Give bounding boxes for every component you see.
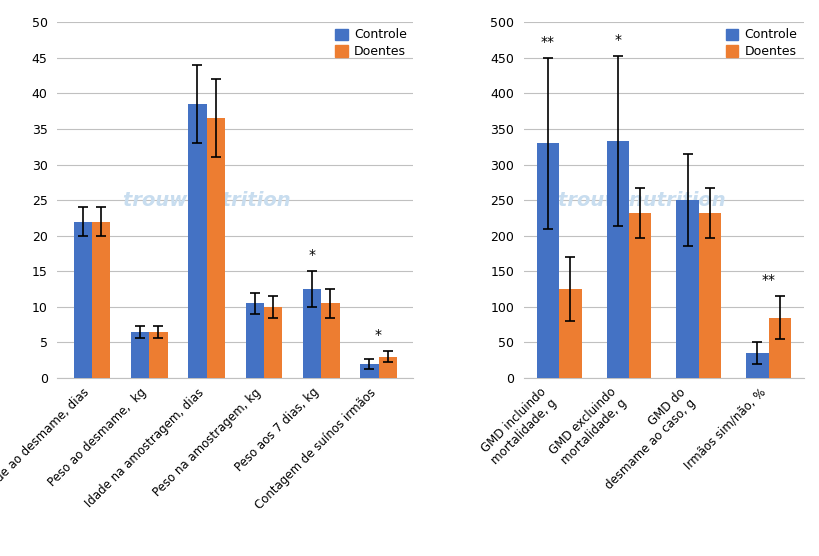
Bar xyxy=(606,141,628,378)
Bar xyxy=(536,143,559,378)
Text: *: * xyxy=(374,328,382,342)
Text: *: * xyxy=(308,249,315,262)
Bar xyxy=(302,289,321,378)
Legend: Controle, Doentes: Controle, Doentes xyxy=(725,28,796,58)
Text: *: * xyxy=(613,33,621,47)
Bar xyxy=(245,304,264,378)
Bar xyxy=(188,104,206,378)
Bar xyxy=(767,317,790,378)
Bar xyxy=(698,213,720,378)
Bar xyxy=(264,307,282,378)
Text: **: ** xyxy=(541,35,554,49)
Bar xyxy=(149,332,167,378)
Legend: Controle, Doentes: Controle, Doentes xyxy=(335,28,406,58)
Bar xyxy=(206,118,224,378)
Bar xyxy=(131,332,149,378)
Bar xyxy=(92,221,110,378)
Bar xyxy=(360,364,378,378)
Bar xyxy=(745,353,767,378)
Text: **: ** xyxy=(761,274,775,287)
Bar xyxy=(378,357,396,378)
Bar xyxy=(628,213,650,378)
Text: trouw nutrition: trouw nutrition xyxy=(557,191,725,210)
Text: trouw nutrition: trouw nutrition xyxy=(123,191,290,210)
Bar xyxy=(676,200,698,378)
Bar xyxy=(321,304,339,378)
Bar xyxy=(559,289,581,378)
Bar xyxy=(74,221,92,378)
